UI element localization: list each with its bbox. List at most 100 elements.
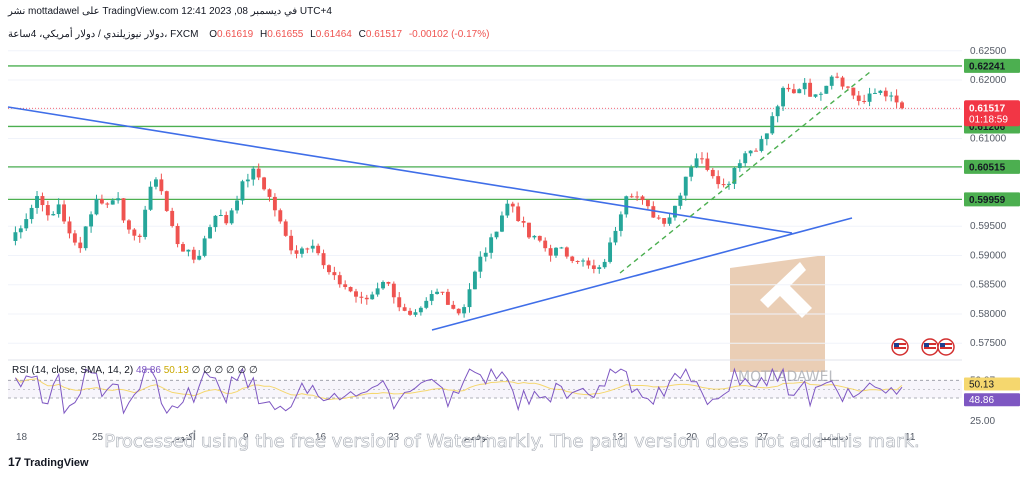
support-resistance-levels[interactable] (8, 65, 962, 201)
candle-body (802, 82, 807, 90)
us-flag-icon[interactable] (921, 338, 939, 356)
candle-body (251, 168, 256, 180)
candle-body (224, 215, 229, 224)
candle-body (391, 283, 396, 298)
rsi-value-tag-label: 48.86 (969, 395, 994, 406)
candle-body (694, 158, 699, 168)
publisher-line: نشر mottadawel على TradingView.com 12:41… (7, 6, 332, 17)
candle-body (375, 288, 380, 295)
candle-body (764, 133, 769, 140)
candle-body (791, 89, 796, 94)
tradingview-logo[interactable]: 17 TradingView (8, 455, 89, 469)
ohlc-h-label: H (260, 29, 267, 40)
rsi-legend: RSI (14, close, SMA, 14, 2) 48.86 50.13 … (12, 365, 258, 376)
level-price-label: 0.62241 (969, 61, 1006, 72)
level-price-tag[interactable] (964, 58, 1020, 73)
candle-body (413, 312, 418, 315)
time-axis[interactable]: 18 25 أكتوبر 9 16 23 نوفمبر 13 20 27 ديسمبر 11 (16, 430, 916, 443)
candle-body (727, 183, 731, 185)
candle-body (435, 291, 440, 295)
candle-body (305, 248, 310, 250)
candle-body (424, 300, 429, 308)
candle-body (418, 307, 423, 313)
rsi-sma-tag[interactable] (964, 377, 1020, 391)
candle-body (72, 233, 77, 243)
candle-body (126, 220, 131, 230)
candle-body (873, 92, 877, 94)
price-tick-label: 0.62000 (970, 75, 1007, 86)
candle-body (440, 291, 445, 293)
candle-body (770, 116, 775, 134)
ohlc-change: -0.00102 (-0.17%) (409, 29, 490, 40)
candle-body (581, 260, 585, 262)
candle-body (559, 247, 564, 249)
brand-watermark: MOTTADAWEL (730, 255, 836, 385)
price-tick-label: 0.58000 (970, 309, 1007, 320)
candle-body (240, 181, 245, 201)
candle-body (500, 215, 504, 232)
current-price-label: 0.61517 (969, 103, 1006, 114)
time-tick-label: أكتوبر (171, 430, 196, 443)
rsi-line (14, 367, 903, 415)
candle-body (208, 227, 212, 239)
candle-body (672, 205, 677, 218)
candle-body (591, 265, 596, 269)
candle-body (181, 244, 185, 252)
candle-body (462, 307, 467, 314)
symbol-name: دولار نيوزيلندي / دولار أمريكي، 4ساعة، F… (8, 27, 198, 40)
candle-body (608, 242, 613, 262)
candle-body (829, 76, 834, 86)
time-tick-label: نوفمبر (461, 432, 489, 443)
tradingview-logo-icon: 17 (8, 455, 22, 469)
brand-watermark-text: MOTTADAWEL (738, 369, 836, 385)
level-price-label: 0.61206 (969, 122, 1006, 133)
candle-body (267, 189, 272, 197)
rsi-legend-value: 48.86 (136, 365, 164, 376)
candle-body (797, 89, 802, 94)
ohlc-o-value: 0.61619 (217, 29, 254, 40)
price-axis[interactable]: 0.625000.620000.615000.610000.605000.600… (964, 46, 1020, 349)
candle-body (186, 249, 191, 252)
candle-body (483, 252, 488, 257)
candle-body (197, 255, 202, 260)
descending-trendline[interactable] (7, 106, 793, 234)
ascending-trendline[interactable] (431, 217, 853, 331)
candle-body (89, 214, 94, 227)
candle-body (105, 203, 110, 205)
candle-body (262, 177, 267, 190)
rsi-pane[interactable]: RSI (14, close, SMA, 14, 2) 48.86 50.13 … (8, 359, 1020, 427)
candle-body (456, 308, 461, 314)
candle-body (527, 222, 531, 238)
current-price-tag[interactable] (964, 100, 1020, 127)
candle-body (640, 196, 645, 201)
us-flag-icon[interactable] (891, 338, 909, 356)
candle-body (667, 217, 672, 224)
candle-body (348, 287, 353, 292)
trendlines[interactable] (7, 71, 871, 331)
level-price-label: 0.60515 (969, 162, 1006, 173)
candle-body (45, 205, 50, 216)
candle-body (510, 203, 515, 207)
candle-body (116, 198, 121, 201)
candle-body (494, 231, 499, 238)
rsi-value-tag[interactable] (964, 393, 1020, 407)
us-flag-icon[interactable] (937, 338, 955, 356)
candle-body (554, 247, 558, 256)
candle-body (862, 100, 867, 102)
candle-body (824, 85, 829, 94)
tradingview-logo-text: TradingView (24, 457, 89, 469)
candle-body (245, 179, 250, 182)
time-tick-label: 9 (243, 432, 249, 443)
candle-body (818, 93, 823, 95)
candle-body (840, 77, 845, 87)
candle-body (689, 167, 694, 177)
candle-body (651, 206, 656, 218)
event-flags[interactable] (891, 338, 955, 356)
level-price-tag[interactable] (964, 159, 1020, 174)
candle-body (759, 139, 764, 151)
candle-body (154, 179, 158, 187)
candle-body (878, 90, 883, 93)
level-price-tag[interactable] (964, 192, 1020, 207)
candle-body (294, 250, 299, 254)
